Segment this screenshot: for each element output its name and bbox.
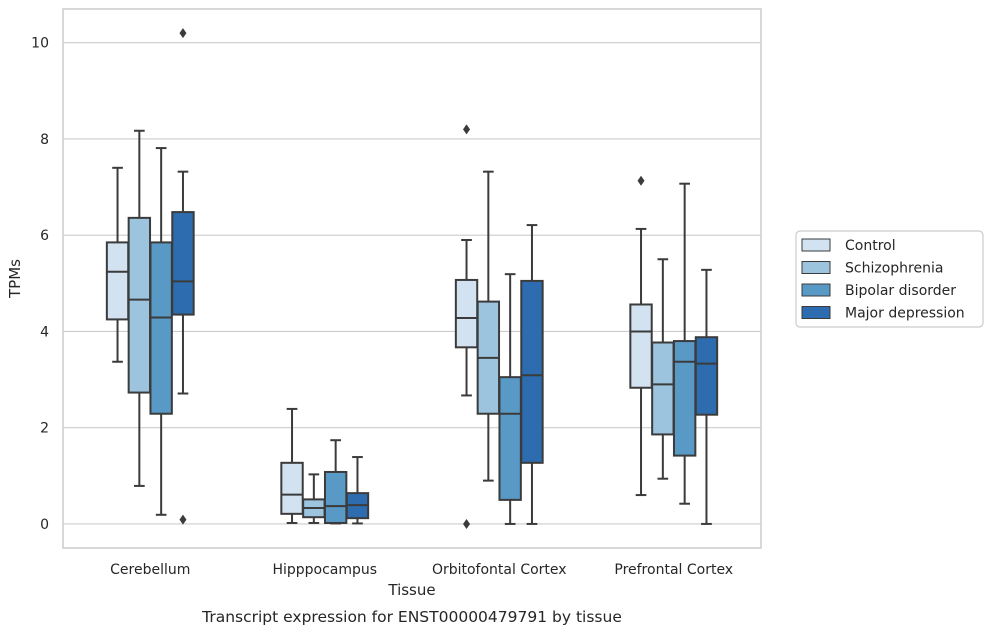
legend-label: Control [845, 238, 896, 254]
box-bipolar-disorder [672, 182, 697, 505]
box-major-depression [520, 224, 544, 525]
box-major-depression [345, 456, 370, 525]
box-iqr [127, 216, 152, 394]
box-bipolar-disorder [498, 273, 522, 525]
legend-label: Schizophrenia [845, 261, 943, 277]
box-control [629, 175, 653, 497]
legend-frame [795, 230, 984, 328]
x-tick-label: Orbitofontal Cortex [432, 562, 567, 578]
y-axis-label: TPMs [6, 259, 24, 299]
legend-swatch [801, 283, 831, 297]
legend-swatch [801, 261, 831, 274]
box-control [280, 407, 304, 524]
x-axis-label: Tissue [387, 581, 435, 599]
x-tick-label: Prefrontal Cortex [614, 562, 733, 578]
box-iqr [105, 241, 130, 321]
legend-swatch [801, 306, 831, 319]
y-tick-label: 6 [40, 228, 49, 244]
y-tick-label: 2 [40, 421, 49, 437]
box-iqr [651, 341, 675, 436]
legend-swatch [801, 238, 831, 252]
box-iqr [629, 303, 653, 389]
box-iqr [498, 376, 522, 501]
outlier-point [179, 514, 187, 525]
box-iqr [171, 211, 195, 316]
x-tick-labels: Cerebellum Hipppocampus Orbitofontal Corte… [110, 562, 733, 578]
box-schizophrenia [476, 170, 501, 482]
box-iqr [323, 470, 348, 524]
box-iqr [694, 336, 719, 416]
box-control [105, 166, 130, 363]
box-major-depression [694, 268, 719, 525]
y-tick-label: 4 [40, 324, 49, 340]
boxes-layer [105, 28, 719, 529]
legend-label: Major depression [845, 306, 965, 322]
x-tick-label: Hipppocampus [272, 562, 377, 578]
box-iqr [149, 241, 173, 415]
legend: Control Schizophrenia Bipolar disorder Majo… [795, 230, 984, 328]
y-tick-labels: 0 2 4 6 8 10 [31, 36, 49, 533]
y-tick-label: 8 [40, 132, 49, 148]
box-control [454, 124, 479, 529]
outlier-point [463, 518, 471, 529]
box-bipolar-disorder [323, 439, 348, 525]
box-major-depression [171, 28, 195, 525]
y-tick-label: 0 [40, 517, 49, 533]
outlier-point [637, 175, 645, 186]
outlier-point [463, 124, 471, 135]
box-schizophrenia [127, 129, 152, 487]
outlier-point [179, 28, 187, 39]
chart-title: Transcript expression for ENST0000047979… [201, 608, 622, 626]
plot-frame [62, 8, 762, 549]
box-schizophrenia [651, 258, 675, 480]
x-tick-label: Cerebellum [110, 562, 190, 578]
legend-label: Bipolar disorder [845, 283, 956, 299]
box-bipolar-disorder [149, 147, 173, 516]
box-iqr [672, 340, 697, 457]
y-tick-label: 10 [31, 36, 49, 52]
box-iqr [454, 278, 479, 349]
box-schizophrenia [302, 473, 326, 524]
box-iqr [280, 461, 304, 515]
box-iqr [520, 279, 544, 464]
